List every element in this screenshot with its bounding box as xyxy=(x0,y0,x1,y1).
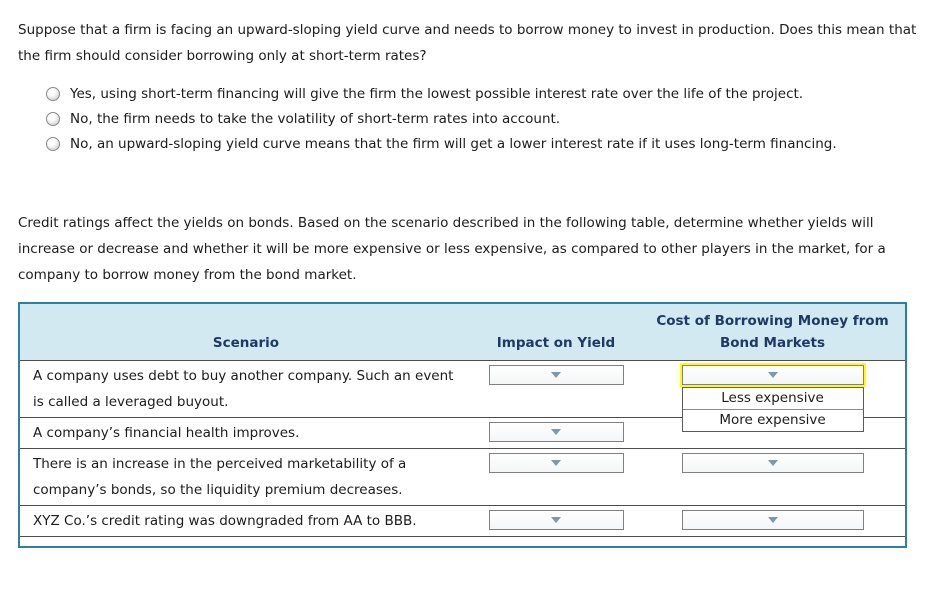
dropdown-option-less-expensive[interactable]: Less expensive xyxy=(721,390,824,406)
radio-button-icon[interactable] xyxy=(46,87,60,101)
impact-cell xyxy=(472,418,640,448)
cost-dropdown-stack: Less expensive More expensive xyxy=(679,363,866,432)
scenario-cell: XYZ Co.’s credit rating was downgraded f… xyxy=(33,513,417,529)
cost-dropdown-row1-focused[interactable] xyxy=(679,363,866,387)
question1-text: Suppose that a firm is facing an upward-… xyxy=(18,22,917,64)
scenario-cell: A company uses debt to buy another compa… xyxy=(33,368,454,410)
chevron-down-icon xyxy=(551,372,561,378)
table-row: XYZ Co.’s credit rating was downgraded f… xyxy=(20,506,905,537)
dropdown-open-menu: Less expensive More expensive xyxy=(681,387,864,432)
cost-cell xyxy=(640,506,905,536)
chevron-down-icon xyxy=(551,517,561,523)
table-row: There is an increase in the perceived ma… xyxy=(20,449,905,506)
impact-cell xyxy=(472,449,640,505)
column-header-cost-line2: Bond Markets xyxy=(719,335,825,351)
chevron-down-icon xyxy=(551,429,561,435)
cost-cell: Less expensive More expensive xyxy=(640,361,905,432)
scenario-cell: There is an increase in the perceived ma… xyxy=(33,456,407,498)
option-row-3: No, an upward-sloping yield curve means … xyxy=(46,132,923,157)
radio-button-icon[interactable] xyxy=(46,112,60,126)
quiz-page: Suppose that a firm is facing an upward-… xyxy=(18,22,923,548)
chevron-down-icon xyxy=(767,460,778,466)
impact-dropdown-row3[interactable] xyxy=(488,453,624,473)
column-header-impact: Impact on Yield xyxy=(496,335,616,351)
cost-cell xyxy=(640,449,905,505)
impact-cell xyxy=(472,506,640,536)
option-label: No, the firm needs to take the volatilit… xyxy=(70,111,561,127)
scenarios-table: Scenario Impact on Yield Cost of Borrowi… xyxy=(18,302,907,548)
chevron-down-icon xyxy=(551,460,561,466)
impact-cell xyxy=(472,361,640,417)
impact-dropdown-row4[interactable] xyxy=(488,510,624,530)
option-label: Yes, using short-term financing will giv… xyxy=(70,86,804,102)
column-header-cost-line1: Cost of Borrowing Money from xyxy=(656,313,889,329)
column-header-scenario: Scenario xyxy=(212,335,280,351)
impact-dropdown-row1[interactable] xyxy=(488,365,624,385)
table-header-row: Scenario Impact on Yield Cost of Borrowi… xyxy=(20,304,905,361)
question2-text: Credit ratings affect the yields on bond… xyxy=(18,215,886,283)
question1-options: Yes, using short-term financing will giv… xyxy=(46,82,923,157)
option-row-1: Yes, using short-term financing will giv… xyxy=(46,82,923,107)
option-row-2: No, the firm needs to take the volatilit… xyxy=(46,107,923,132)
cost-dropdown-row3[interactable] xyxy=(681,453,864,473)
dropdown-option-more-expensive[interactable]: More expensive xyxy=(682,409,863,431)
chevron-down-icon xyxy=(767,372,778,378)
impact-dropdown-row2[interactable] xyxy=(488,422,624,442)
radio-button-icon[interactable] xyxy=(46,137,60,151)
option-label: No, an upward-sloping yield curve means … xyxy=(70,136,837,152)
table-row: A company uses debt to buy another compa… xyxy=(20,361,905,432)
column-header-cost: Cost of Borrowing Money from Bond Market… xyxy=(640,310,905,354)
cost-dropdown-row4[interactable] xyxy=(681,510,864,530)
chevron-down-icon xyxy=(767,517,778,523)
scenario-cell: A company’s financial health improves. xyxy=(33,425,300,441)
